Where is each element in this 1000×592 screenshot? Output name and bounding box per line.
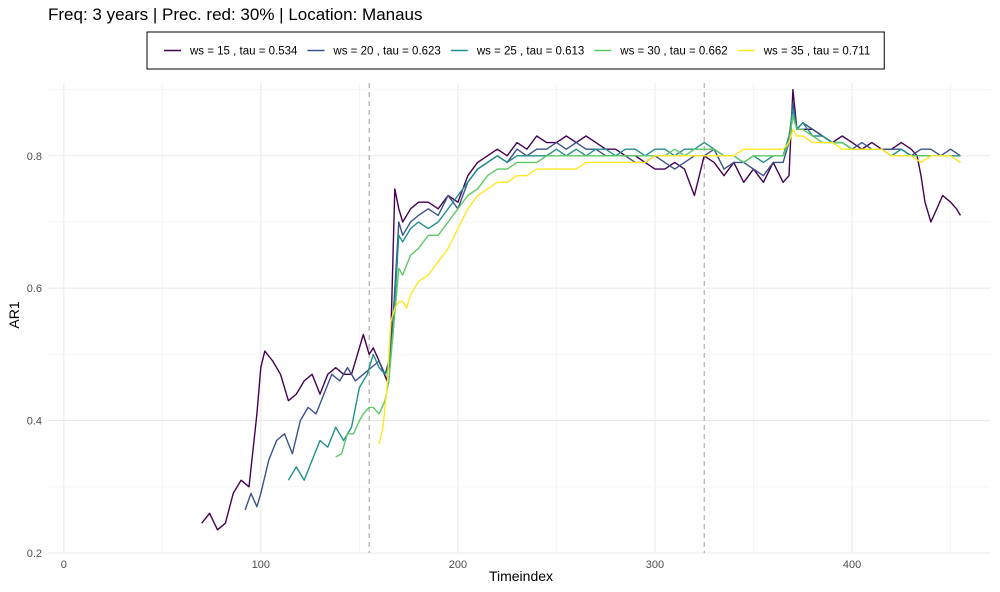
y-axis-ticks: 0.2 0.4 0.6 0.8 xyxy=(27,151,42,560)
series-line xyxy=(378,128,961,444)
legend: ws = 15 , tau = 0.534 ws = 20 , tau = 0.6… xyxy=(146,31,885,70)
reference-lines xyxy=(368,83,705,553)
x-tick-label: 200 xyxy=(449,559,467,571)
series-lines xyxy=(201,88,962,531)
grid xyxy=(48,83,990,554)
legend-label: ws = 35 , tau = 0.711 xyxy=(763,46,871,58)
x-tick-label: 0 xyxy=(61,559,67,571)
legend-label: ws = 30 , tau = 0.662 xyxy=(619,46,727,58)
legend-label: ws = 20 , tau = 0.623 xyxy=(332,46,440,58)
legend-label: ws = 25 , tau = 0.613 xyxy=(476,46,584,58)
legend-box xyxy=(146,31,885,70)
x-axis-ticks: 0 100 200 300 400 xyxy=(61,559,862,571)
y-tick-label: 0.8 xyxy=(27,151,42,163)
x-tick-label: 100 xyxy=(252,559,270,571)
y-tick-label: 0.2 xyxy=(27,548,42,560)
series-line xyxy=(244,102,961,511)
y-tick-label: 0.4 xyxy=(27,416,42,428)
x-axis-title: Timeindex xyxy=(489,568,553,584)
series-line xyxy=(287,108,961,481)
x-tick-label: 300 xyxy=(646,559,664,571)
series-line xyxy=(335,115,961,458)
x-tick-label: 400 xyxy=(843,559,861,571)
chart-title: Freq: 3 years | Prec. red: 30% | Locatio… xyxy=(48,5,423,24)
y-axis-title: AR1 xyxy=(6,301,22,328)
legend-label: ws = 15 , tau = 0.534 xyxy=(189,46,298,58)
y-tick-label: 0.6 xyxy=(27,283,42,295)
